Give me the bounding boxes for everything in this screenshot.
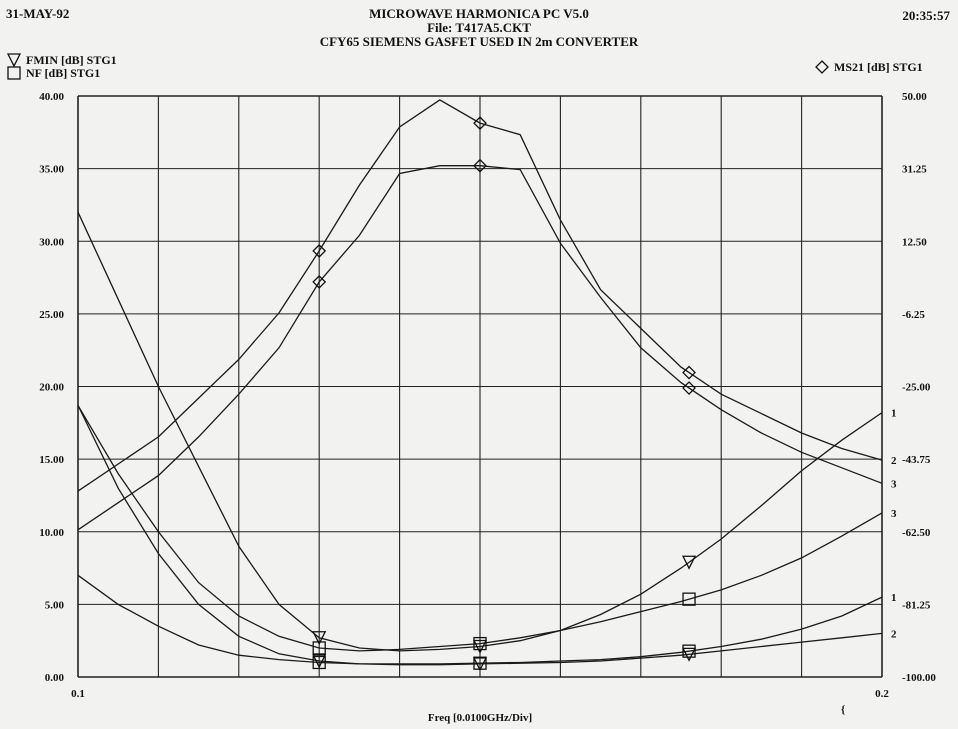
- file-name: File: T417A5.CKT: [427, 20, 531, 35]
- triangle-marker: [6, 53, 22, 68]
- series-line: [77, 405, 883, 652]
- grid-lines: [77, 95, 883, 678]
- square-marker: [682, 644, 696, 658]
- curve-end-label: 2: [891, 455, 897, 467]
- y-right-tick-label: -6.25: [902, 309, 925, 321]
- triangle-marker: [472, 639, 488, 654]
- series-lines: [77, 99, 883, 666]
- diamond-marker: [473, 158, 487, 173]
- y-right-tick-label: 31.25: [902, 164, 927, 176]
- curve-end-labels: 1 2 3 1 2 3: [891, 408, 897, 641]
- series-line: [77, 405, 883, 666]
- square-marker: [312, 655, 326, 670]
- stray-mark: {: [841, 704, 845, 716]
- diamond-marker: [682, 365, 696, 380]
- curve-end-label: 1: [891, 408, 897, 420]
- y-right-tick-label: 12.50: [902, 236, 927, 248]
- triangle-marker: [681, 647, 697, 662]
- y-left-tick-label: 35.00: [39, 164, 64, 176]
- y-right-tick-label: -81.25: [902, 599, 931, 611]
- diamond-marker: [473, 116, 487, 131]
- x-tick-label: 0.1: [71, 688, 85, 700]
- legend-label: FMIN [dB] STG1: [26, 53, 117, 67]
- y-left-tick-label: 15.00: [39, 454, 64, 466]
- y-right-tick-label: 50.00: [902, 91, 927, 103]
- square-marker: [7, 66, 21, 80]
- curve-end-label: 2: [891, 628, 897, 640]
- y-right-tick-label: -43.75: [902, 454, 931, 466]
- y-left-tick-label: 0.00: [45, 672, 65, 684]
- chart-subtitle: CFY65 SIEMENS GASFET USED IN 2m CONVERTE…: [319, 34, 639, 49]
- square-marker: [682, 592, 696, 606]
- curve-end-label: 3: [891, 508, 897, 520]
- y-left-tick-label: 10.00: [39, 527, 64, 539]
- triangle-marker: [472, 657, 488, 672]
- diamond-marker: [815, 60, 829, 74]
- series-line: [77, 99, 883, 492]
- y-left-tick-label: 25.00: [39, 309, 64, 321]
- y-left-tick-label: 20.00: [39, 382, 64, 394]
- curve-end-label: 3: [891, 478, 897, 490]
- chart-title-block: MICROWAVE HARMONICA PC V5.0 File: T417A5…: [0, 7, 958, 49]
- triangle-marker: [312, 654, 327, 669]
- diamond-marker: [682, 381, 696, 395]
- y-right-tick-label: -100.00: [902, 672, 936, 684]
- square-marker: [312, 641, 326, 655]
- y-right-tick-label: -25.00: [902, 382, 931, 394]
- y-left-tick-label: 40.00: [39, 91, 64, 103]
- date-label: 31-MAY-92: [6, 6, 70, 21]
- chart-title: MICROWAVE HARMONICA PC V5.0: [369, 6, 589, 21]
- series-line: [77, 165, 883, 531]
- curve-end-label: 1: [891, 592, 897, 604]
- time-label: 20:35:57: [902, 8, 950, 23]
- series-line: [77, 211, 883, 652]
- y-left-tick-label: 5.00: [45, 599, 65, 611]
- x-tick-label: 0.2: [875, 688, 889, 700]
- square-marker: [473, 636, 487, 651]
- y-right-tick-label: -62.50: [902, 527, 931, 539]
- y-left-tick-label: 30.00: [39, 236, 64, 248]
- legend-label: NF [dB] STG1: [26, 66, 100, 80]
- triangle-marker: [681, 555, 697, 570]
- diamond-marker: [312, 244, 327, 258]
- x-axis-label: Freq [0.0100GHz/Div]: [428, 712, 532, 724]
- diamond-marker: [312, 275, 327, 289]
- square-marker: [473, 656, 487, 670]
- series-line: [77, 574, 883, 665]
- axis-labels: 0.00 5.00 10.00 15.00 20.00 25.00 30.00 35.00 40…: [39, 91, 936, 724]
- legend-label: MS21 [dB] STG1: [834, 60, 923, 74]
- series-markers: [312, 116, 697, 672]
- triangle-marker: [312, 631, 327, 646]
